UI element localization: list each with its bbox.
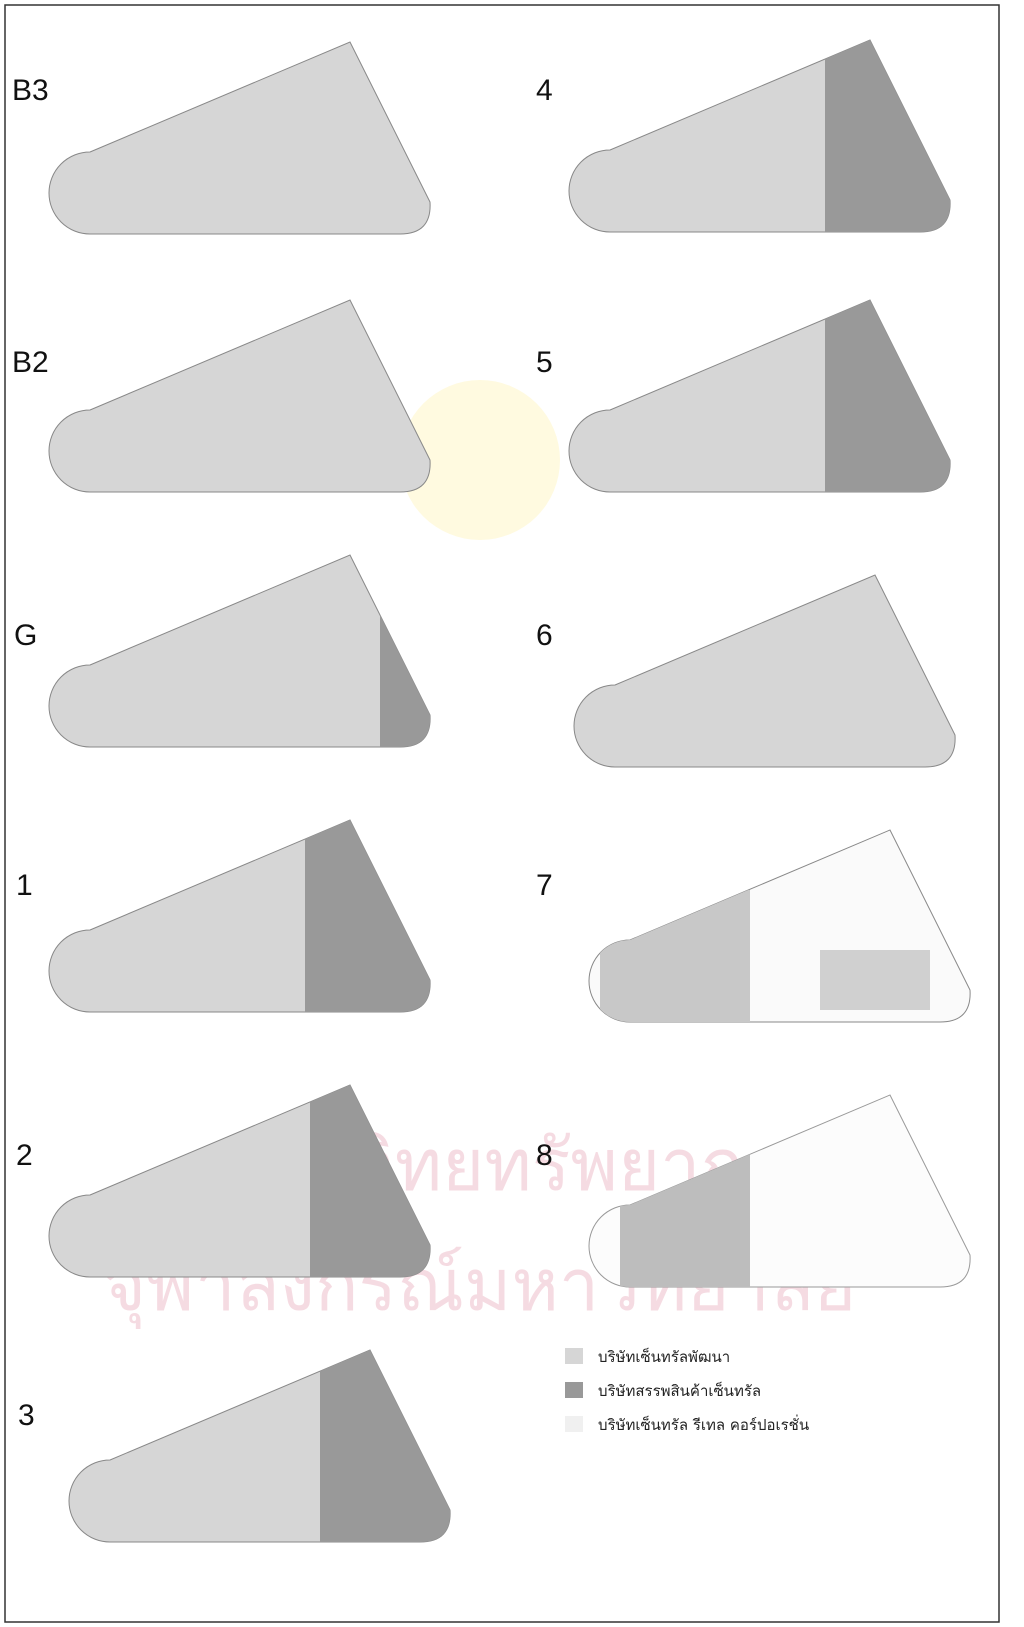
legend-label: บริษัทเซ็นทรัล รีเทล คอร์ปอเรชั่น xyxy=(598,1414,809,1434)
floor-label: B2 xyxy=(12,346,49,379)
floor-label: 8 xyxy=(536,1139,553,1172)
legend-label: บริษัทสรรพสินค้าเซ็นทรัล xyxy=(598,1381,761,1400)
floor-label: 3 xyxy=(18,1399,35,1432)
floor-label: 5 xyxy=(536,346,553,379)
floor-label: B3 xyxy=(12,74,49,107)
floor-label: G xyxy=(14,619,37,652)
page: ศูนย์วิทยทรัพยากร จุฬาลงกรณ์มหาวิทยาลัย … xyxy=(0,0,1024,1627)
legend-swatch xyxy=(565,1348,583,1364)
floor-label: 4 xyxy=(536,74,553,107)
legend-label: บริษัทเซ็นทรัลพัฒนา xyxy=(598,1347,730,1366)
floor-label: 7 xyxy=(536,869,553,902)
legend-swatch xyxy=(565,1416,583,1432)
frame xyxy=(5,5,999,1622)
floor-label: 2 xyxy=(16,1139,33,1172)
floor-label: 6 xyxy=(536,619,553,652)
floor-label: 1 xyxy=(16,869,33,902)
legend-swatch xyxy=(565,1382,583,1398)
